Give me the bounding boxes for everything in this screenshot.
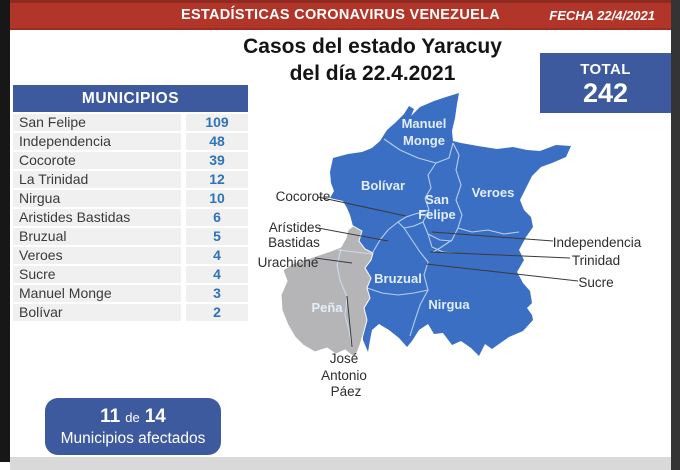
jose-antonio-paez-pointer-line [346, 295, 353, 348]
map-callout-sucre: Sucre [578, 275, 613, 290]
map-label-nirgua: Nirgua [428, 297, 470, 312]
municipio-value: 3 [186, 285, 248, 302]
municipios-total-count: 14 [144, 405, 166, 427]
affected-connector: de [125, 409, 140, 425]
page-title-line1: Casos del estado Yaracuy [243, 35, 502, 58]
municipio-value: 12 [186, 171, 248, 188]
municipio-value: 6 [186, 209, 248, 226]
map-callout-urachiche: Urachiche [258, 255, 319, 270]
map-callout-jose-antonio-paez: José [330, 351, 359, 366]
trinidad-pointer-line [429, 251, 571, 259]
municipio-name: Aristides Bastidas [13, 209, 181, 226]
map-label-veroes: Veroes [472, 185, 515, 200]
table-body: San Felipe 109 Independencia 48 Cocorote 39… [13, 114, 248, 321]
municipio-value: 109 [186, 114, 248, 131]
municipio-name: Sucre [13, 266, 181, 283]
table-row: Nirgua 10 [13, 190, 248, 207]
municipio-name: Bruzual [13, 228, 181, 245]
table-row: Veroes 4 [13, 247, 248, 264]
page-title: Casos del estado Yaracuy del día 22.4.20… [225, 33, 520, 87]
total-label: TOTAL [580, 61, 631, 78]
total-value: 242 [582, 78, 629, 108]
map-callout-jose-antonio-paez: Antonio [321, 368, 367, 383]
municipio-value: 2 [186, 304, 248, 321]
map-callout-cocorote: Cocorote [276, 189, 331, 204]
header-date: FECHA 22/4/2021 [549, 8, 655, 23]
map-region-affected [330, 93, 571, 356]
affected-count-line: 11 de 14 [100, 406, 166, 428]
affected-caption: Municipios afectados [60, 429, 206, 447]
table-header: MUNICIPIOS [13, 85, 248, 112]
bottom-edge-strip [10, 457, 671, 470]
map-label-pena: Peña [311, 300, 343, 315]
map-pointer-lines [314, 196, 579, 348]
map-callout-independencia: Independencia [553, 235, 642, 250]
municipio-name: Manuel Monge [13, 285, 181, 302]
table-row: Sucre 4 [13, 266, 248, 283]
map-label-san-felipe: San [425, 192, 449, 207]
map-callout-trinidad: Trinidad [572, 253, 620, 268]
map-callout-jose-antonio-paez: Páez [331, 384, 362, 399]
municipio-value: 39 [186, 152, 248, 169]
table-row: Bolívar 2 [13, 304, 248, 321]
municipio-name: Independencia [13, 133, 181, 150]
map-label-bruzual: Bruzual [374, 271, 422, 286]
map-callout-aristides-bastidas: Arístides [269, 220, 322, 235]
urachiche-pointer-line [314, 257, 353, 264]
municipio-value: 48 [186, 133, 248, 150]
map-label-manuel-monge: Manuel [402, 116, 447, 131]
total-box: TOTAL 242 [540, 53, 671, 113]
sucre-pointer-line [425, 263, 579, 282]
independencia-pointer-line [431, 231, 554, 242]
municipio-value: 4 [186, 247, 248, 264]
municipios-table: MUNICIPIOS San Felipe 109 Independencia 48… [13, 85, 248, 323]
municipio-value: 5 [186, 228, 248, 245]
affected-count: 11 [100, 405, 121, 427]
municipio-name: La Trinidad [13, 171, 181, 188]
table-row: San Felipe 109 [13, 114, 248, 131]
municipio-value: 10 [186, 190, 248, 207]
table-row: Bruzual 5 [13, 228, 248, 245]
aristides-pointer-line [317, 227, 389, 242]
page-title-line2: del día 22.4.2021 [289, 62, 456, 85]
map-label-bolivar: Bolívar [361, 178, 405, 193]
municipio-name: Bolívar [13, 304, 181, 321]
map-callout-aristides-bastidas: Bastidas [268, 235, 320, 250]
municipio-name: Cocorote [13, 152, 181, 169]
municipio-name: Nirgua [13, 190, 181, 207]
header-title: ESTADÍSTICAS CORONAVIRUS VENEZUELA [180, 7, 501, 23]
municipio-value: 4 [186, 266, 248, 283]
municipio-name: Veroes [13, 247, 181, 264]
map-border-municipalities [366, 138, 520, 337]
header-bar: ESTADÍSTICAS CORONAVIRUS VENEZUELA FECHA… [10, 0, 671, 30]
table-row: Independencia 48 [13, 133, 248, 150]
table-row: Cocorote 39 [13, 152, 248, 169]
yaracuy-map: Manuel Monge Bolívar San Felipe Veroes B… [258, 93, 642, 399]
table-row: La Trinidad 12 [13, 171, 248, 188]
right-edge-strip [671, 0, 680, 470]
cocorote-pointer-line [317, 196, 407, 217]
municipio-name: San Felipe [13, 114, 181, 131]
left-edge-strip [0, 0, 10, 462]
map-label-san-felipe: Felipe [418, 207, 456, 222]
map-label-manuel-monge: Monge [403, 133, 445, 148]
table-row: Aristides Bastidas 6 [13, 209, 248, 226]
affected-summary-box: 11 de 14 Municipios afectados [45, 398, 221, 455]
table-row: Manuel Monge 3 [13, 285, 248, 302]
